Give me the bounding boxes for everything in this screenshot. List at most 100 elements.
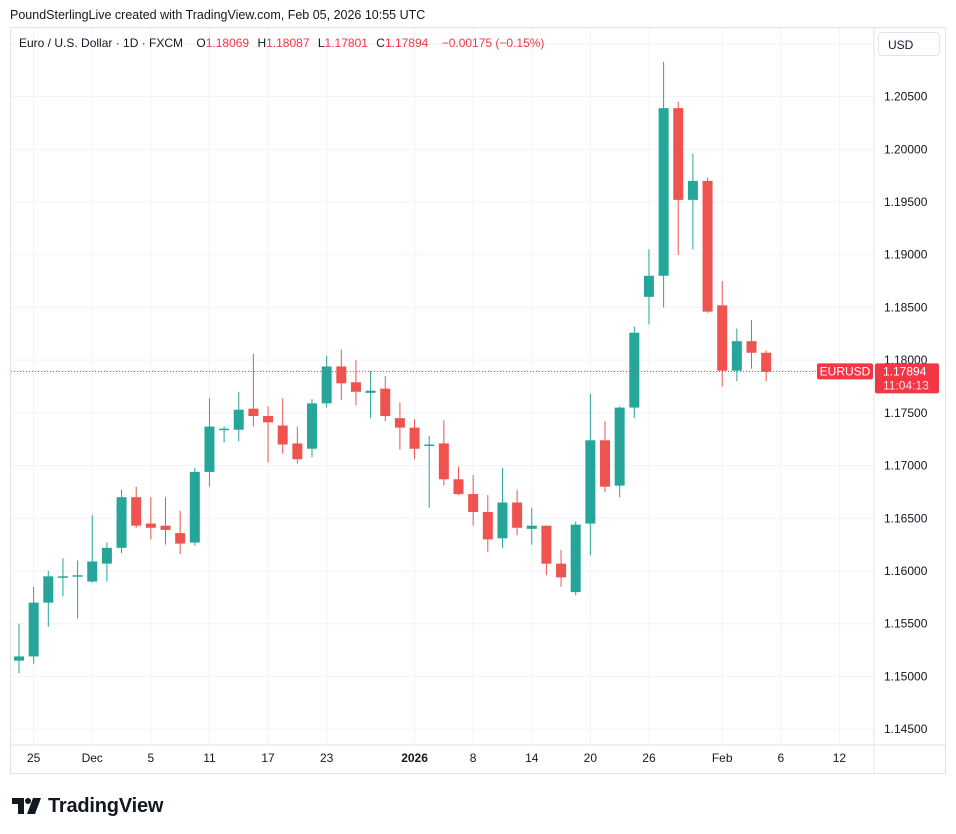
legend-close-label: C	[376, 36, 385, 50]
x-tick-label: 12	[833, 751, 847, 765]
legend-low-value: 1.17801	[324, 36, 368, 50]
y-tick-label: 1.16000	[884, 564, 928, 578]
candle-body[interactable]	[101, 547, 112, 564]
bar-countdown: 11:04:13	[883, 378, 929, 392]
candle-body[interactable]	[248, 408, 259, 417]
candle-body[interactable]	[424, 444, 435, 446]
y-tick-label: 1.19000	[884, 248, 928, 262]
tradingview-logo-icon	[12, 798, 41, 814]
candle-body[interactable]	[629, 332, 640, 408]
y-tick-label: 1.20500	[884, 90, 928, 104]
candle-body[interactable]	[600, 440, 610, 487]
x-tick-label: 5	[148, 751, 155, 765]
candle-body[interactable]	[116, 497, 127, 548]
candle-body[interactable]	[541, 525, 552, 564]
candle-body[interactable]	[761, 352, 772, 372]
candle-body[interactable]	[189, 471, 200, 543]
candle-body[interactable]	[336, 366, 347, 384]
tradingview-logo[interactable]: TradingView	[12, 795, 163, 817]
candle-body[interactable]	[468, 494, 479, 512]
candle-body[interactable]	[365, 390, 376, 393]
candle-body[interactable]	[145, 523, 156, 528]
symbol-tag-label: EURUSD	[820, 364, 871, 378]
y-tick-label: 1.17500	[884, 406, 928, 420]
candle-body[interactable]	[233, 409, 244, 430]
currency-button[interactable]: USD	[878, 32, 940, 56]
candle-body[interactable]	[658, 108, 669, 276]
x-tick-label: 2026	[401, 751, 428, 765]
candle-body[interactable]	[72, 575, 83, 577]
x-tick-label: Feb	[712, 751, 733, 765]
candle-body[interactable]	[307, 403, 317, 449]
candle-body[interactable]	[263, 416, 274, 423]
x-tick-label: 11	[203, 751, 216, 765]
candle-body[interactable]	[57, 576, 68, 578]
candle-body[interactable]	[292, 443, 303, 460]
y-tick-label: 1.20000	[884, 142, 928, 156]
candle-body[interactable]	[746, 341, 757, 353]
candle-body[interactable]	[175, 533, 186, 544]
x-tick-label: 26	[642, 751, 656, 765]
candle-body[interactable]	[14, 656, 24, 661]
candle-body[interactable]	[438, 443, 449, 480]
y-tick-label: 1.15500	[884, 617, 928, 631]
candle-body[interactable]	[394, 418, 405, 428]
candle-body[interactable]	[380, 388, 391, 417]
symbol-legend: Euro / U.S. Dollar · 1D · FXCM O1.18069 …	[19, 36, 544, 50]
legend-change: −0.00175 (−0.15%)	[441, 36, 545, 50]
x-tick-label: 23	[320, 751, 334, 765]
y-tick-label: 1.19500	[884, 195, 928, 209]
candle-body[interactable]	[614, 407, 625, 486]
candlestick-chart[interactable]: 1.14500 1.15000 1.15500 1.16000 1.16500 1.170…	[11, 28, 945, 773]
candle-body[interactable]	[43, 576, 54, 603]
x-tick-label: 8	[470, 751, 477, 765]
candle-body[interactable]	[585, 440, 596, 524]
candle-body[interactable]	[702, 180, 713, 312]
chart-frame: 1.14500 1.15000 1.15500 1.16000 1.16500 1.170…	[10, 27, 946, 774]
legend-open-value: 1.18069	[205, 36, 250, 50]
candle-body[interactable]	[277, 425, 288, 445]
candle-body[interactable]	[131, 497, 142, 526]
last-price-tag	[875, 363, 939, 394]
candle-body[interactable]	[643, 275, 654, 297]
y-tick-label: 1.17000	[884, 459, 928, 473]
candle-body[interactable]	[453, 479, 464, 495]
y-tick-label: 1.16500	[884, 511, 928, 525]
last-price-value: 1.17894	[883, 364, 927, 378]
x-tick-label: 20	[584, 751, 598, 765]
candle-body[interactable]	[717, 305, 728, 371]
legend-high-label: H	[257, 36, 267, 50]
candle-body[interactable]	[482, 511, 493, 540]
legend-high-value: 1.18087	[266, 36, 310, 50]
candle-body[interactable]	[219, 428, 230, 431]
legend-close-value: 1.17894	[384, 36, 429, 50]
candle-body[interactable]	[570, 524, 581, 593]
candle-body[interactable]	[87, 561, 98, 582]
y-tick-label: 1.15000	[884, 669, 928, 683]
candle-body[interactable]	[512, 502, 523, 528]
legend-symbol: Euro / U.S. Dollar · 1D · FXCM	[19, 36, 184, 50]
x-tick-label: 25	[27, 751, 41, 765]
candle-body[interactable]	[409, 427, 420, 449]
x-tick-label: Dec	[82, 751, 103, 765]
candle-body[interactable]	[731, 341, 742, 371]
candle-body[interactable]	[28, 602, 39, 657]
y-tick-label: 1.14500	[884, 722, 928, 736]
candle-body[interactable]	[556, 563, 567, 578]
candle-body[interactable]	[160, 525, 171, 530]
candle-body[interactable]	[687, 180, 698, 200]
x-tick-label: 14	[525, 751, 539, 765]
candle-body[interactable]	[497, 502, 508, 539]
x-tick-label: 17	[261, 751, 275, 765]
chart-attribution: PoundSterlingLive created with TradingVi…	[10, 8, 426, 22]
candle-body[interactable]	[204, 426, 215, 472]
candle-body[interactable]	[673, 108, 684, 200]
candle-body[interactable]	[321, 366, 332, 404]
tradingview-logo-text: TradingView	[48, 794, 164, 817]
x-tick-label: 6	[777, 751, 784, 765]
legend-open-label: O	[196, 36, 206, 50]
candle-body[interactable]	[350, 382, 361, 392]
candle-body[interactable]	[526, 525, 537, 529]
y-tick-label: 1.18500	[884, 300, 928, 314]
symbol-price-tag	[817, 363, 873, 380]
